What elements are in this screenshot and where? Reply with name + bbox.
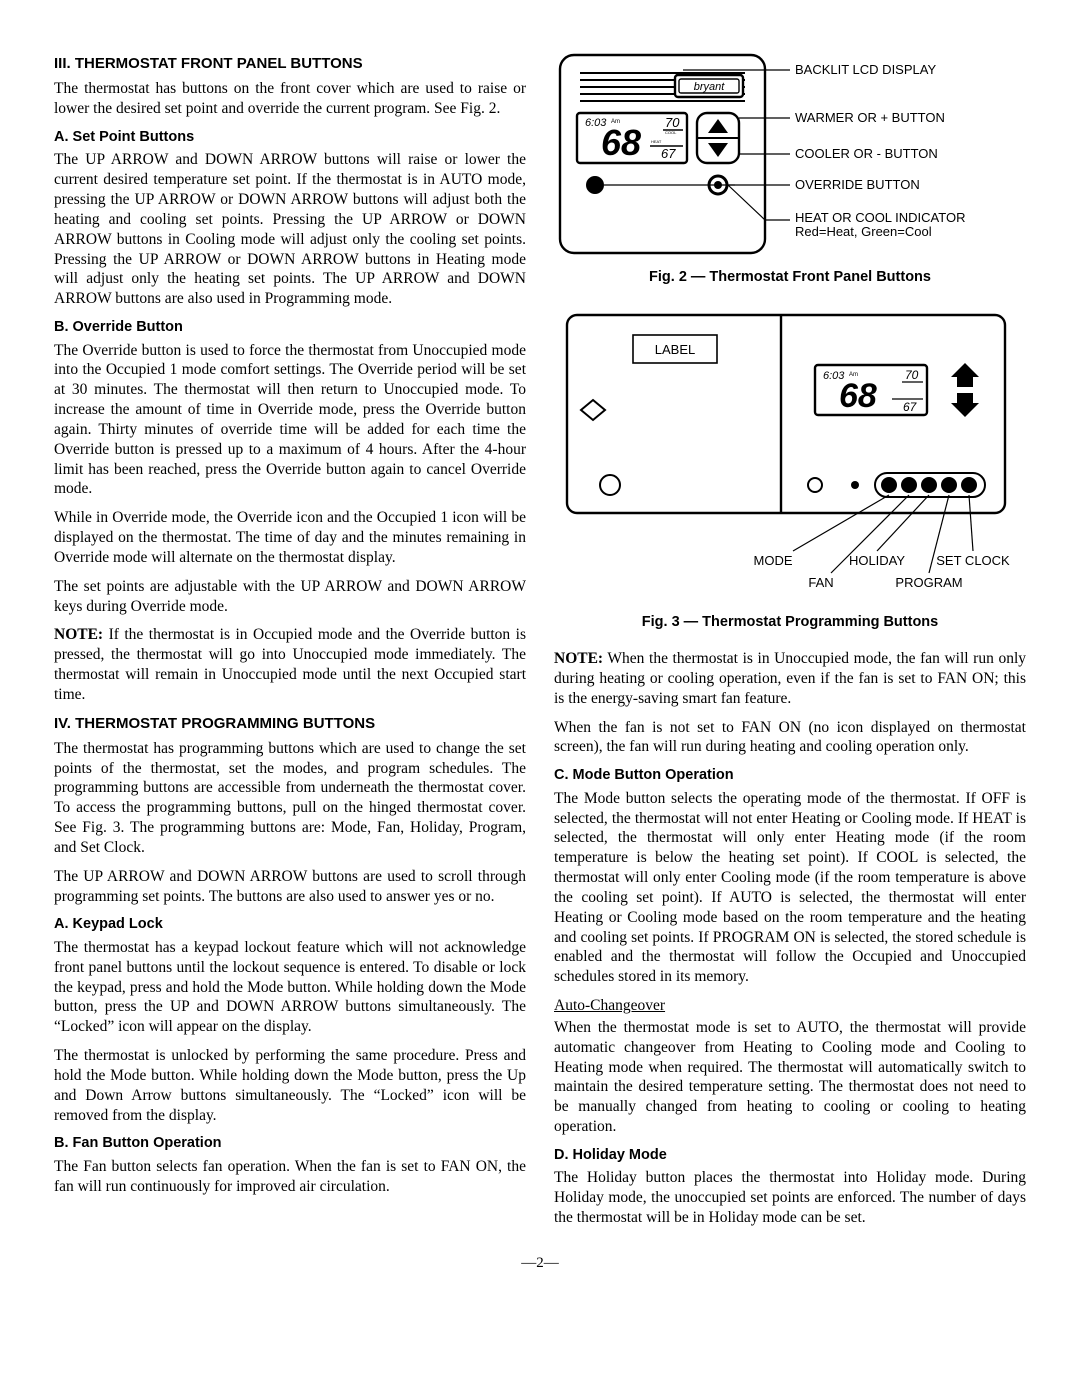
figure-2: bryant 6:03 Am 68 70 COOL HEAT 67: [554, 50, 1026, 287]
para-override-note: NOTE: If the thermostat is in Occupied m…: [54, 625, 526, 704]
fig2-set: 70: [665, 115, 680, 130]
fig3-small: 67: [903, 400, 918, 414]
right-column: bryant 6:03 Am 68 70 COOL HEAT 67: [554, 50, 1026, 1237]
para-setpoint: The UP ARROW and DOWN ARROW buttons will…: [54, 150, 526, 309]
fig2-label-warmer: WARMER OR + BUTTON: [795, 110, 945, 125]
para-override-1: The Override button is used to force the…: [54, 341, 526, 500]
fig2-svg: bryant 6:03 Am 68 70 COOL HEAT 67: [555, 50, 1025, 260]
fig3-label-fan: FAN: [808, 575, 833, 590]
para-holiday: The Holiday button places the thermostat…: [554, 1168, 1026, 1227]
override-button-icon: [587, 177, 603, 193]
heading-d-holiday: D. Holiday Mode: [554, 1146, 1026, 1165]
up-arrow-icon: [708, 119, 728, 133]
para-fan-note: NOTE: When the thermostat is in Unoccupi…: [554, 649, 1026, 708]
fig2-label-override: OVERRIDE BUTTON: [795, 177, 920, 192]
fig2-label-lcd: BACKLIT LCD DISPLAY: [795, 62, 936, 77]
para-iii-intro: The thermostat has buttons on the front …: [54, 79, 526, 119]
fig3-label-holiday: HOLIDAY: [849, 553, 905, 568]
heading-c-mode: C. Mode Button Operation: [554, 766, 1026, 785]
para-mode: The Mode button selects the operating mo…: [554, 789, 1026, 987]
fig2-label-cooler: COOLER OR - BUTTON: [795, 146, 938, 161]
figure-3: LABEL 6:03 Am 68 70 67: [554, 305, 1026, 632]
fig3-label-program: PROGRAM: [895, 575, 962, 590]
heading-a-setpoint: A. Set Point Buttons: [54, 128, 526, 147]
fig3-label-setclock: SET CLOCK: [936, 553, 1010, 568]
para-fan: The Fan button selects fan operation. Wh…: [54, 1157, 526, 1197]
note-label-2: NOTE:: [554, 650, 603, 667]
fig3-room: 68: [839, 377, 877, 415]
heading-a-keypad: A. Keypad Lock: [54, 915, 526, 934]
fig3-arrows: [951, 363, 979, 417]
page-columns: III. THERMOSTAT FRONT PANEL BUTTONS The …: [54, 50, 1026, 1237]
fig3-set: 70: [905, 368, 919, 382]
fig2-brand: bryant: [694, 81, 726, 93]
fig2-cool: COOL: [665, 130, 677, 135]
down-arrow-icon: [708, 143, 728, 157]
para-keypad-2: The thermostat is unlocked by performing…: [54, 1046, 526, 1125]
para-iv-intro: The thermostat has programming buttons w…: [54, 739, 526, 858]
fig2-label-heatcool1: HEAT OR COOL INDICATOR: [795, 210, 965, 225]
para-override-3: The set points are adjustable with the U…: [54, 577, 526, 617]
para-auto: When the thermostat mode is set to AUTO,…: [554, 1018, 1026, 1137]
heading-b-override: B. Override Button: [54, 318, 526, 337]
fig2-heat: HEAT: [651, 139, 662, 144]
page-number: —2—: [54, 1255, 1026, 1272]
heading-iii: III. THERMOSTAT FRONT PANEL BUTTONS: [54, 54, 526, 73]
para-fan-2: When the fan is not set to FAN ON (no ic…: [554, 718, 1026, 758]
fig3-svg: LABEL 6:03 Am 68 70 67: [555, 305, 1025, 605]
left-column: III. THERMOSTAT FRONT PANEL BUTTONS The …: [54, 50, 526, 1237]
para-fan-note-text: When the thermostat is in Unoccupied mod…: [554, 650, 1026, 707]
para-keypad-1: The thermostat has a keypad lockout feat…: [54, 938, 526, 1037]
para-override-2: While in Override mode, the Override ico…: [54, 508, 526, 567]
para-iv-2: The UP ARROW and DOWN ARROW buttons are …: [54, 867, 526, 907]
heading-auto: Auto-Changeover: [554, 996, 1026, 1016]
fig2-label-heatcool2: Red=Heat, Green=Cool: [795, 224, 932, 239]
heading-iv: IV. THERMOSTAT PROGRAMMING BUTTONS: [54, 714, 526, 733]
fig2-caption: Fig. 2 — Thermostat Front Panel Buttons: [554, 268, 1026, 287]
fig3-label-label: LABEL: [655, 342, 695, 357]
fig3-caption: Fig. 3 — Thermostat Programming Buttons: [554, 613, 1026, 632]
fig3-label-mode: MODE: [754, 553, 793, 568]
fig2-room: 68: [601, 122, 641, 163]
para-override-note-text: If the thermostat is in Occupied mode an…: [54, 626, 526, 702]
fig2-small: 67: [661, 146, 676, 161]
heading-b-fan: B. Fan Button Operation: [54, 1134, 526, 1153]
note-label: NOTE:: [54, 626, 103, 643]
